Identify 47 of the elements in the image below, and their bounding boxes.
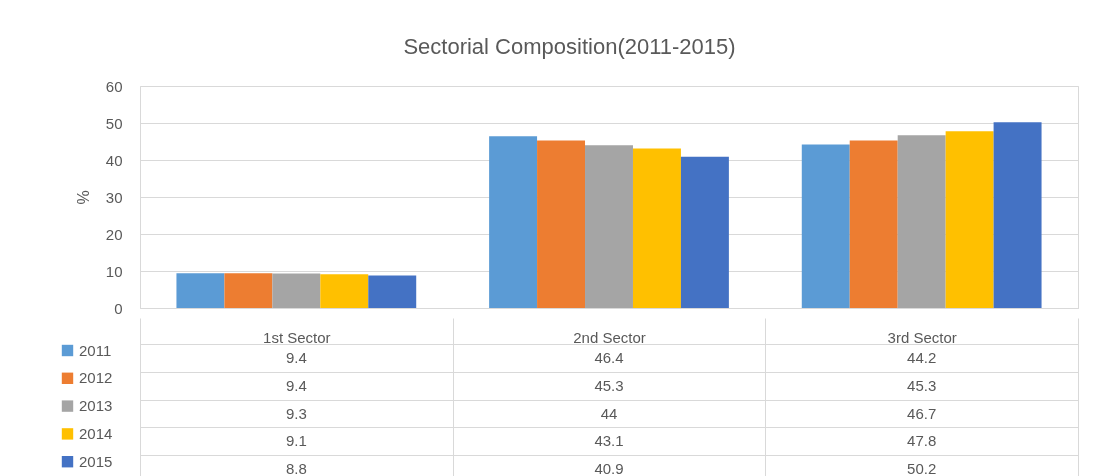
y-tick-label: 10 (105, 262, 123, 280)
y-axis-title: % (74, 190, 92, 205)
y-tick-label: 0 (114, 299, 123, 317)
data-label: 9.4 (285, 348, 307, 366)
legend-label: 2012 (79, 369, 113, 387)
legend-label: 2013 (79, 397, 113, 415)
y-tick-label: 20 (105, 225, 123, 243)
bar (585, 145, 633, 308)
bar (801, 144, 850, 308)
legend-label: 2015 (79, 452, 113, 470)
bar (272, 273, 321, 308)
y-tick-label: 60 (105, 77, 123, 95)
data-label: 50.2 (907, 460, 937, 476)
data-label: 8.8 (285, 460, 307, 476)
data-label: 9.3 (285, 404, 307, 422)
bar (176, 273, 225, 308)
data-label: 40.9 (594, 460, 624, 476)
x-tick-label: 3rd Sector (887, 328, 957, 346)
data-label: 46.7 (907, 404, 937, 422)
data-label: 45.3 (907, 376, 937, 394)
legend-label: 2014 (79, 424, 113, 442)
bar (993, 122, 1042, 308)
bar (897, 135, 946, 308)
bar (680, 156, 729, 308)
data-label: 44 (600, 404, 618, 422)
bar (945, 131, 994, 308)
x-tick-label: 1st Sector (263, 328, 331, 346)
chart-title: Sectorial Composition(2011-2015) (403, 33, 736, 59)
data-label: 9.4 (285, 376, 307, 394)
data-label: 43.1 (594, 432, 624, 450)
bar (632, 148, 681, 308)
y-tick-label: 50 (105, 114, 123, 132)
bar (489, 136, 538, 308)
data-label: 46.4 (594, 348, 624, 366)
data-label: 9.1 (285, 432, 307, 450)
x-tick-label: 2nd Sector (573, 328, 646, 346)
data-label: 44.2 (907, 348, 937, 366)
bar (320, 274, 369, 308)
data-label: 47.8 (907, 432, 937, 450)
bar (368, 275, 417, 308)
bar (849, 140, 898, 308)
bar (537, 140, 586, 308)
data-label: 45.3 (594, 376, 624, 394)
y-tick-label: 40 (105, 151, 123, 169)
bar (224, 273, 273, 308)
legend-label: 2011 (79, 341, 112, 359)
y-tick-label: 30 (105, 188, 123, 206)
